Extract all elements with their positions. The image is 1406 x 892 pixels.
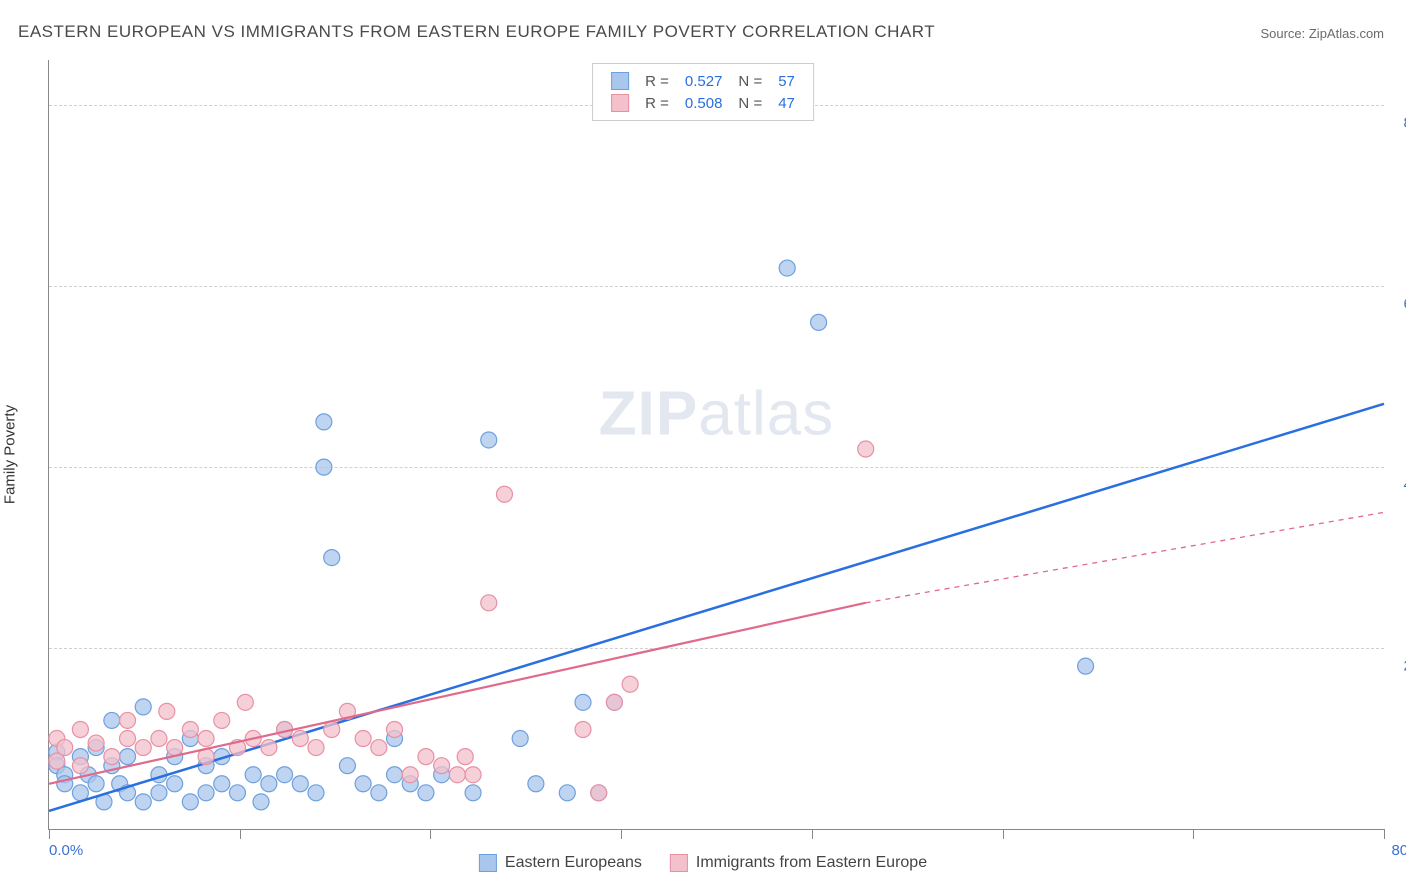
data-point-blue xyxy=(316,459,332,475)
data-point-blue xyxy=(135,699,151,715)
x-tick xyxy=(621,829,622,839)
legend-label-blue: Eastern Europeans xyxy=(505,854,642,872)
data-point-blue xyxy=(229,785,245,801)
data-point-pink xyxy=(72,721,88,737)
data-point-blue xyxy=(779,260,795,276)
data-point-pink xyxy=(606,694,622,710)
data-point-pink xyxy=(434,758,450,774)
swatch-blue-bottom xyxy=(479,854,497,872)
legend-stats: R = 0.527 N = 57 R = 0.508 N = 47 xyxy=(592,63,814,121)
data-point-blue xyxy=(182,794,198,810)
data-point-pink xyxy=(355,731,371,747)
data-point-pink xyxy=(261,740,277,756)
x-tick xyxy=(812,829,813,839)
data-point-pink xyxy=(858,441,874,457)
legend-stats-row-blue: R = 0.527 N = 57 xyxy=(603,70,803,92)
data-point-blue xyxy=(135,794,151,810)
data-point-blue xyxy=(559,785,575,801)
data-point-blue xyxy=(198,785,214,801)
x-tick xyxy=(49,829,50,839)
data-point-pink xyxy=(88,735,104,751)
data-point-blue xyxy=(528,776,544,792)
data-point-blue xyxy=(277,767,293,783)
y-axis-label: Family Poverty xyxy=(2,405,19,504)
data-point-blue xyxy=(316,414,332,430)
swatch-blue xyxy=(611,72,629,90)
legend-bottom: Eastern Europeans Immigrants from Easter… xyxy=(479,854,927,872)
data-point-pink xyxy=(591,785,607,801)
data-point-blue xyxy=(339,758,355,774)
data-point-blue xyxy=(512,731,528,747)
data-point-pink xyxy=(135,740,151,756)
data-point-blue xyxy=(214,776,230,792)
data-point-pink xyxy=(324,721,340,737)
legend-stats-row-pink: R = 0.508 N = 47 xyxy=(603,92,803,114)
data-point-pink xyxy=(237,694,253,710)
data-point-blue xyxy=(371,785,387,801)
swatch-pink xyxy=(611,94,629,112)
x-tick xyxy=(240,829,241,839)
x-tick xyxy=(1003,829,1004,839)
x-tick xyxy=(1384,829,1385,839)
data-point-pink xyxy=(457,749,473,765)
data-point-pink xyxy=(292,731,308,747)
data-point-pink xyxy=(575,721,591,737)
x-tick xyxy=(1193,829,1194,839)
data-point-blue xyxy=(120,749,136,765)
data-point-blue xyxy=(104,712,120,728)
plot-area: ZIPatlas 20.0%40.0%60.0%80.0%0.0%80.0% xyxy=(48,60,1384,830)
data-point-pink xyxy=(104,749,120,765)
data-point-blue xyxy=(245,767,261,783)
chart-title: EASTERN EUROPEAN VS IMMIGRANTS FROM EAST… xyxy=(18,22,935,42)
data-point-pink xyxy=(120,731,136,747)
data-point-blue xyxy=(253,794,269,810)
swatch-pink-bottom xyxy=(670,854,688,872)
data-point-blue xyxy=(167,776,183,792)
data-point-pink xyxy=(167,740,183,756)
trend-line-ext-pink xyxy=(866,512,1384,602)
data-point-blue xyxy=(811,314,827,330)
data-point-blue xyxy=(151,785,167,801)
data-point-blue xyxy=(261,776,277,792)
data-point-blue xyxy=(324,550,340,566)
data-point-pink xyxy=(151,731,167,747)
data-point-blue xyxy=(465,785,481,801)
data-point-pink xyxy=(120,712,136,728)
legend-item-pink: Immigrants from Eastern Europe xyxy=(670,854,927,872)
data-point-pink xyxy=(308,740,324,756)
data-point-blue xyxy=(308,785,324,801)
data-point-blue xyxy=(88,776,104,792)
data-point-blue xyxy=(575,694,591,710)
data-point-pink xyxy=(371,740,387,756)
data-point-pink xyxy=(622,676,638,692)
data-point-blue xyxy=(1078,658,1094,674)
x-tick xyxy=(430,829,431,839)
data-point-pink xyxy=(182,721,198,737)
x-tick-label-min: 0.0% xyxy=(49,842,83,859)
source-label: Source: ZipAtlas.com xyxy=(1260,26,1384,41)
data-point-pink xyxy=(402,767,418,783)
data-point-pink xyxy=(387,721,403,737)
data-point-pink xyxy=(418,749,434,765)
data-point-pink xyxy=(159,703,175,719)
legend-item-blue: Eastern Europeans xyxy=(479,854,642,872)
data-point-pink xyxy=(449,767,465,783)
data-point-blue xyxy=(418,785,434,801)
data-point-pink xyxy=(57,740,73,756)
data-point-pink xyxy=(72,758,88,774)
trend-line-blue xyxy=(49,404,1384,811)
data-point-pink xyxy=(496,486,512,502)
legend-label-pink: Immigrants from Eastern Europe xyxy=(696,854,927,872)
chart-svg xyxy=(49,60,1384,829)
data-point-blue xyxy=(387,767,403,783)
data-point-pink xyxy=(214,712,230,728)
x-tick-label-max: 80.0% xyxy=(1391,842,1406,859)
data-point-blue xyxy=(481,432,497,448)
data-point-pink xyxy=(465,767,481,783)
data-point-pink xyxy=(481,595,497,611)
data-point-blue xyxy=(355,776,371,792)
data-point-blue xyxy=(292,776,308,792)
data-point-pink xyxy=(198,731,214,747)
